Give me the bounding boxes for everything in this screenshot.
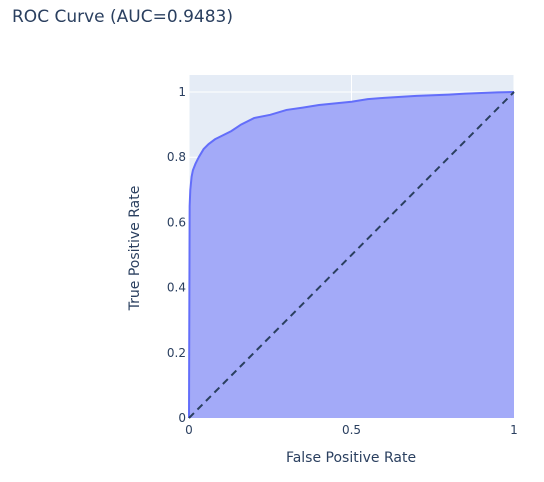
y-tick-label: 1 (178, 85, 186, 99)
x-tick-label: 0.5 (342, 423, 361, 437)
y-axis-title: True Positive Rate (127, 186, 143, 312)
y-tick-label: 0.8 (167, 150, 186, 164)
y-tick-label: 0.2 (167, 346, 186, 360)
roc-curve-line (188, 91, 515, 419)
y-tick-label: 0 (178, 411, 186, 425)
watermark: 知乎 @deephub (416, 447, 532, 465)
random-classifier-diagonal (188, 91, 515, 419)
x-axis-ticks: 0 0.5 1 (185, 423, 518, 437)
y-axis-ticks: 0 0.2 0.4 0.6 0.8 1 (167, 85, 186, 425)
y-tick-label: 0.6 (167, 215, 186, 229)
chart-title: ROC Curve (AUC=0.9483) (12, 7, 233, 27)
x-tick-label: 1 (510, 423, 518, 437)
x-tick-label: 0 (185, 423, 193, 437)
x-axis-title: False Positive Rate (286, 450, 416, 466)
y-tick-label: 0.4 (167, 281, 186, 295)
